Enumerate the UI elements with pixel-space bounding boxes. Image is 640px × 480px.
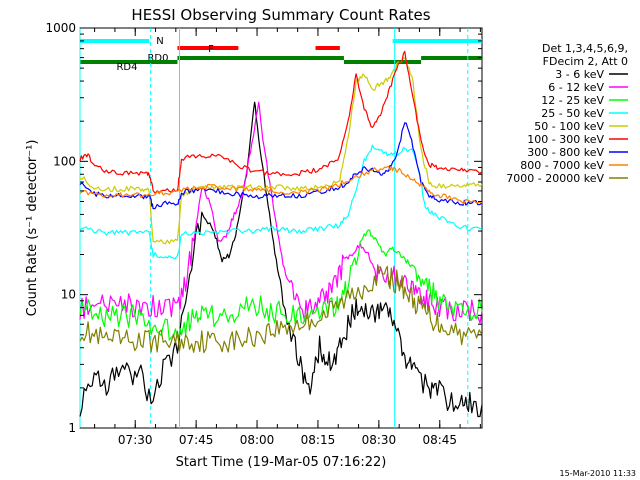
x-tick-label: 08:00 <box>240 433 275 447</box>
legend-entry-label: 6 - 12 keV <box>548 81 604 94</box>
legend-entry-label: 12 - 25 keV <box>541 94 604 107</box>
chart-title: HESSI Observing Summary Count Rates <box>131 6 430 24</box>
legend-entry-label: 300 - 800 keV <box>527 146 604 159</box>
series-line-7000-20000-kev <box>79 265 483 354</box>
series-line-300-800-kev <box>79 122 483 210</box>
legend-entry-label: 25 - 50 keV <box>541 107 604 120</box>
series-line-12-25-kev <box>79 229 483 341</box>
legend-entry-label: 7000 - 20000 keV <box>506 172 604 185</box>
y-tick-label: 10 <box>61 288 76 302</box>
flag-label-n: N <box>156 36 163 47</box>
flag-label-rd0: RD0 <box>147 53 168 64</box>
series-line-800-7000-kev <box>79 165 483 205</box>
legend-entry-label: 3 - 6 keV <box>555 68 604 81</box>
legend-header-line: FDecim 2, Att 0 <box>543 55 628 68</box>
legend-entry-label: 800 - 7000 keV <box>520 159 604 172</box>
legend: Det 1,3,4,5,6,9,FDecim 2, Att 03 - 6 keV… <box>506 42 628 185</box>
y-tick-label: 100 <box>53 154 76 168</box>
footer-timestamp: 15-Mar-2010 11:33 <box>560 469 637 478</box>
series-line-100-300-kev <box>79 50 483 194</box>
series-line-3-6-kev <box>79 101 483 418</box>
series-line-6-12-kev <box>79 101 483 324</box>
y-axis-title: Count Rate (s⁻¹ detector⁻¹) <box>25 140 40 317</box>
legend-entry-label: 50 - 100 keV <box>534 120 604 133</box>
flag-label-f: F <box>208 44 214 55</box>
series-line-50-100-kev <box>79 57 483 245</box>
flag-label-rd4: RD4 <box>116 62 137 73</box>
x-tick-label: 07:45 <box>179 433 214 447</box>
x-tick-label: 08:45 <box>422 433 457 447</box>
series-line-25-50-kev <box>79 144 483 260</box>
y-tick-label: 1000 <box>45 21 76 35</box>
instrument-flags: N F RD0 RD4 <box>80 36 482 73</box>
x-tick-label: 08:30 <box>362 433 397 447</box>
vertical-markers <box>79 28 469 428</box>
x-tick-label: 08:15 <box>301 433 336 447</box>
axes: 07:30 07:45 08:00 08:15 08:30 08:45 1 10 100 1000 <box>45 21 482 447</box>
x-axis-title: Start Time (19-Mar-05 07:16:22) <box>176 455 387 470</box>
y-tick-label: 1 <box>68 421 76 435</box>
x-tick-label: 07:30 <box>118 433 153 447</box>
legend-header-line: Det 1,3,4,5,6,9, <box>542 42 628 55</box>
legend-entry-label: 100 - 300 keV <box>527 133 604 146</box>
series-layer <box>79 50 483 418</box>
